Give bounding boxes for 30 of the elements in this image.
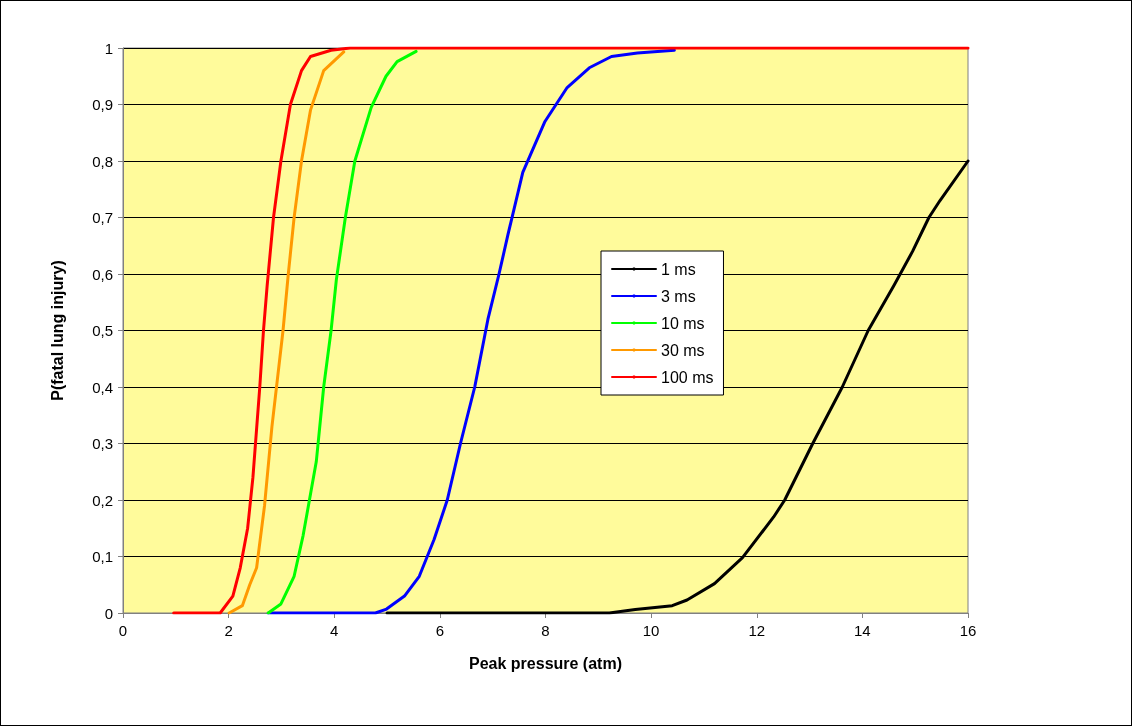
y-tick-label: 0,7 bbox=[92, 209, 113, 226]
x-tick-label: 8 bbox=[541, 622, 550, 639]
y-tick-label: 0,5 bbox=[92, 322, 113, 339]
legend-label: 10 ms bbox=[661, 314, 705, 332]
x-tick-label: 14 bbox=[854, 622, 871, 639]
x-tick-label: 2 bbox=[224, 622, 233, 639]
y-tick-label: 1 bbox=[104, 39, 113, 57]
y-tick-label: 0,8 bbox=[92, 152, 113, 170]
y-tick-label: 0,2 bbox=[92, 491, 113, 509]
legend-label: 3 ms bbox=[661, 287, 696, 305]
y-tick-label: 0,1 bbox=[92, 548, 113, 565]
legend-label: 100 ms bbox=[661, 368, 714, 386]
x-tick-label: 16 bbox=[959, 622, 977, 639]
line-series bbox=[227, 50, 346, 615]
legend-label: 30 ms bbox=[661, 341, 705, 359]
y-tick-label: 0,3 bbox=[92, 435, 113, 452]
x-axis-title: Peak pressure (atm) bbox=[469, 654, 622, 672]
y-tick-label: 0,9 bbox=[92, 96, 113, 113]
x-tick-label: 10 bbox=[642, 622, 660, 639]
y-tick-label: 0,6 bbox=[92, 265, 113, 283]
legend-label: 1 ms bbox=[661, 260, 696, 278]
x-tick-label: 0 bbox=[118, 622, 128, 639]
y-axis-title: P(fatal lung injury) bbox=[48, 260, 66, 401]
y-tick-label: 0,4 bbox=[92, 378, 113, 396]
x-tick-label: 6 bbox=[435, 622, 445, 639]
x-tick-label: 4 bbox=[330, 622, 339, 639]
line-series bbox=[266, 49, 418, 615]
x-tick-label: 12 bbox=[748, 622, 766, 639]
y-tick-label: 0 bbox=[104, 604, 113, 622]
line-series bbox=[172, 46, 970, 615]
